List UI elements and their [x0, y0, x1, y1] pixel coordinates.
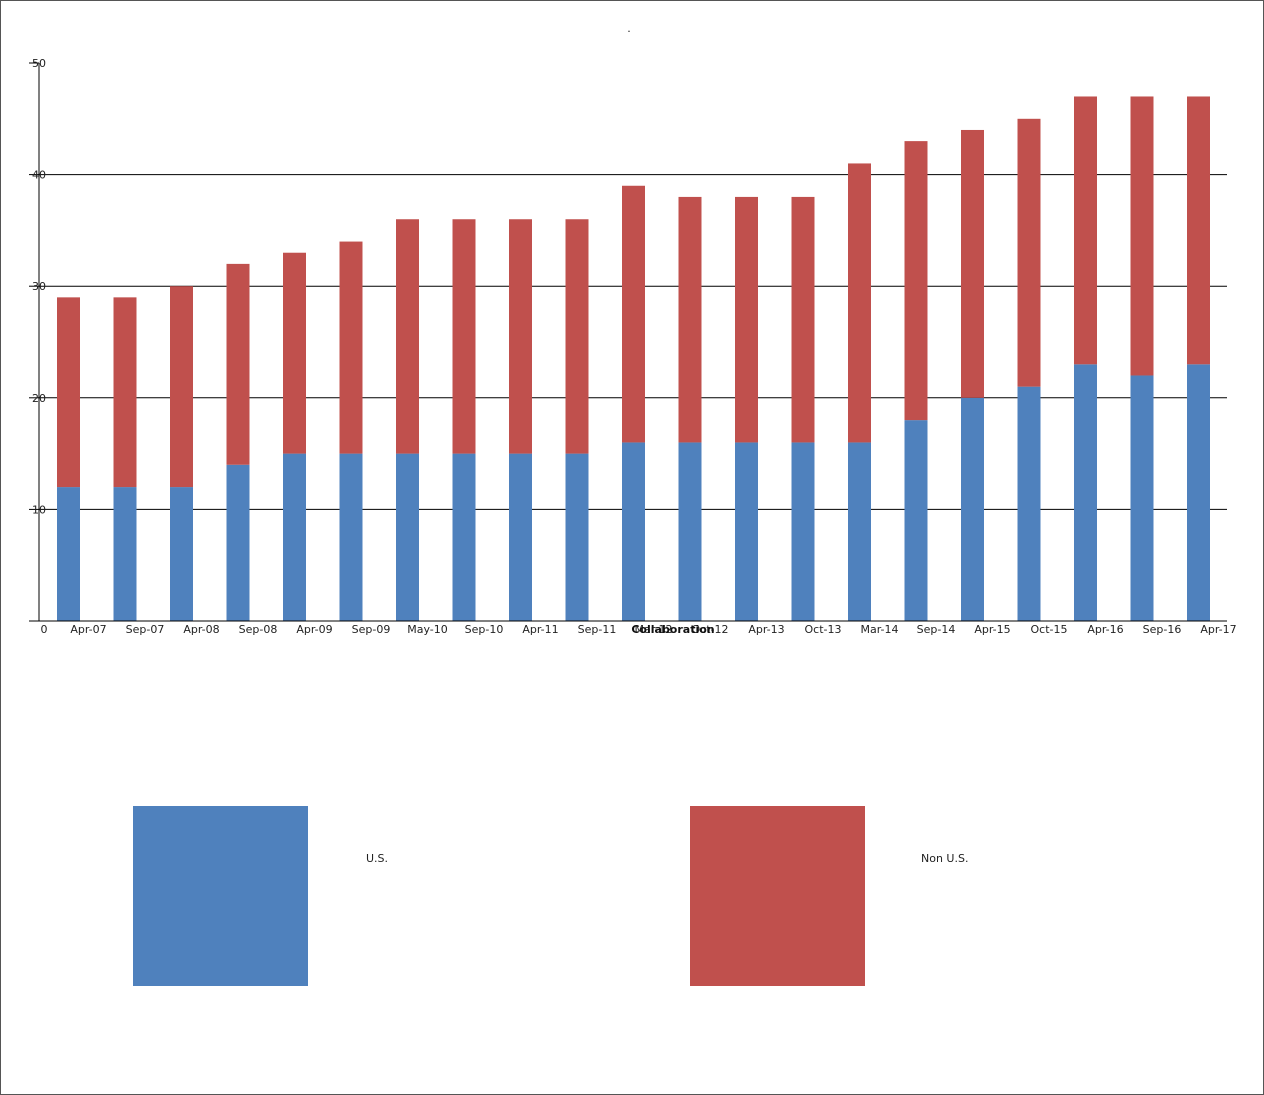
x-tick-label: Sep-14	[917, 623, 956, 636]
bar-segment	[226, 263, 250, 465]
bar-segment	[283, 252, 306, 454]
x-tick-label: Sep-10	[465, 623, 504, 636]
bar-segment	[622, 185, 645, 443]
x-tick-label: Mar-14	[860, 623, 898, 636]
x-tick-label: Sep-08	[239, 623, 278, 636]
legend-label: Non U.S.	[921, 852, 968, 865]
bar-segment	[848, 163, 871, 443]
bar-segment	[1130, 96, 1154, 376]
bar-segment	[1074, 364, 1097, 621]
bar-segment	[622, 442, 645, 621]
bar-segment	[452, 453, 476, 621]
bar-segment	[339, 453, 363, 621]
x-tick-label: May-10	[407, 623, 448, 636]
x-tick-label: Apr-11	[522, 623, 558, 636]
bar-segment	[396, 219, 419, 454]
bar-segment	[1130, 375, 1154, 621]
chart-title: .	[627, 22, 631, 35]
x-tick-label: Oct-12	[692, 623, 729, 636]
bar-segment	[678, 196, 702, 443]
bar-segment	[961, 129, 984, 398]
legend: U.S. Non U.S.	[133, 806, 968, 986]
bar-segment	[1187, 364, 1210, 621]
bar-segment	[509, 453, 532, 621]
bar-segment	[339, 241, 363, 454]
bar-segment	[791, 196, 815, 443]
legend-swatch	[690, 806, 865, 986]
x-tick-label: Oct-15	[1031, 623, 1068, 636]
bar-segment	[1074, 96, 1097, 365]
legend-swatch	[133, 806, 308, 986]
bar-segment	[170, 286, 193, 488]
x-tick-label: Apr-13	[748, 623, 784, 636]
bar-segment	[1187, 96, 1210, 365]
bar-segment	[735, 442, 758, 621]
bars	[57, 96, 1210, 621]
bar-segment	[509, 219, 532, 454]
bar-segment	[113, 297, 137, 488]
bar-segment	[396, 453, 419, 621]
bar-segment	[1017, 118, 1041, 387]
x-axis-title: Collaboration	[631, 623, 714, 636]
x-tick-label: Sep-09	[352, 623, 391, 636]
x-tick-label: Apr-16	[1087, 623, 1123, 636]
legend-label: U.S.	[366, 852, 388, 865]
bar-segment	[283, 453, 306, 621]
bar-segment	[904, 141, 928, 421]
bar-segment	[57, 297, 80, 488]
bar-segment	[904, 420, 928, 621]
x-tick-label: Apr-17	[1200, 623, 1236, 636]
bar-segment	[565, 219, 589, 454]
x-tick-label: Apr-15	[974, 623, 1010, 636]
bar-segment	[57, 487, 80, 621]
bar-segment	[226, 464, 250, 621]
origin-label: 0	[41, 623, 48, 636]
x-tick-label: Sep-11	[578, 623, 617, 636]
bar-segment	[452, 219, 476, 454]
x-tick-label: Apr-09	[296, 623, 332, 636]
bar-segment	[791, 442, 815, 621]
x-tick-label: Sep-07	[126, 623, 165, 636]
bar-segment	[678, 442, 702, 621]
bar-segment	[961, 397, 984, 621]
x-tick-label: Mar-12	[634, 623, 672, 636]
x-tick-label: Oct-13	[805, 623, 842, 636]
bar-segment	[848, 442, 871, 621]
bar-segment	[170, 487, 193, 621]
bar-segment	[1017, 386, 1041, 621]
x-tick-label: Apr-07	[70, 623, 106, 636]
bar-segment	[113, 487, 137, 621]
bar-segment	[565, 453, 589, 621]
x-tick-label: Apr-08	[183, 623, 219, 636]
x-tick-label: Sep-16	[1143, 623, 1182, 636]
bar-segment	[735, 196, 758, 443]
